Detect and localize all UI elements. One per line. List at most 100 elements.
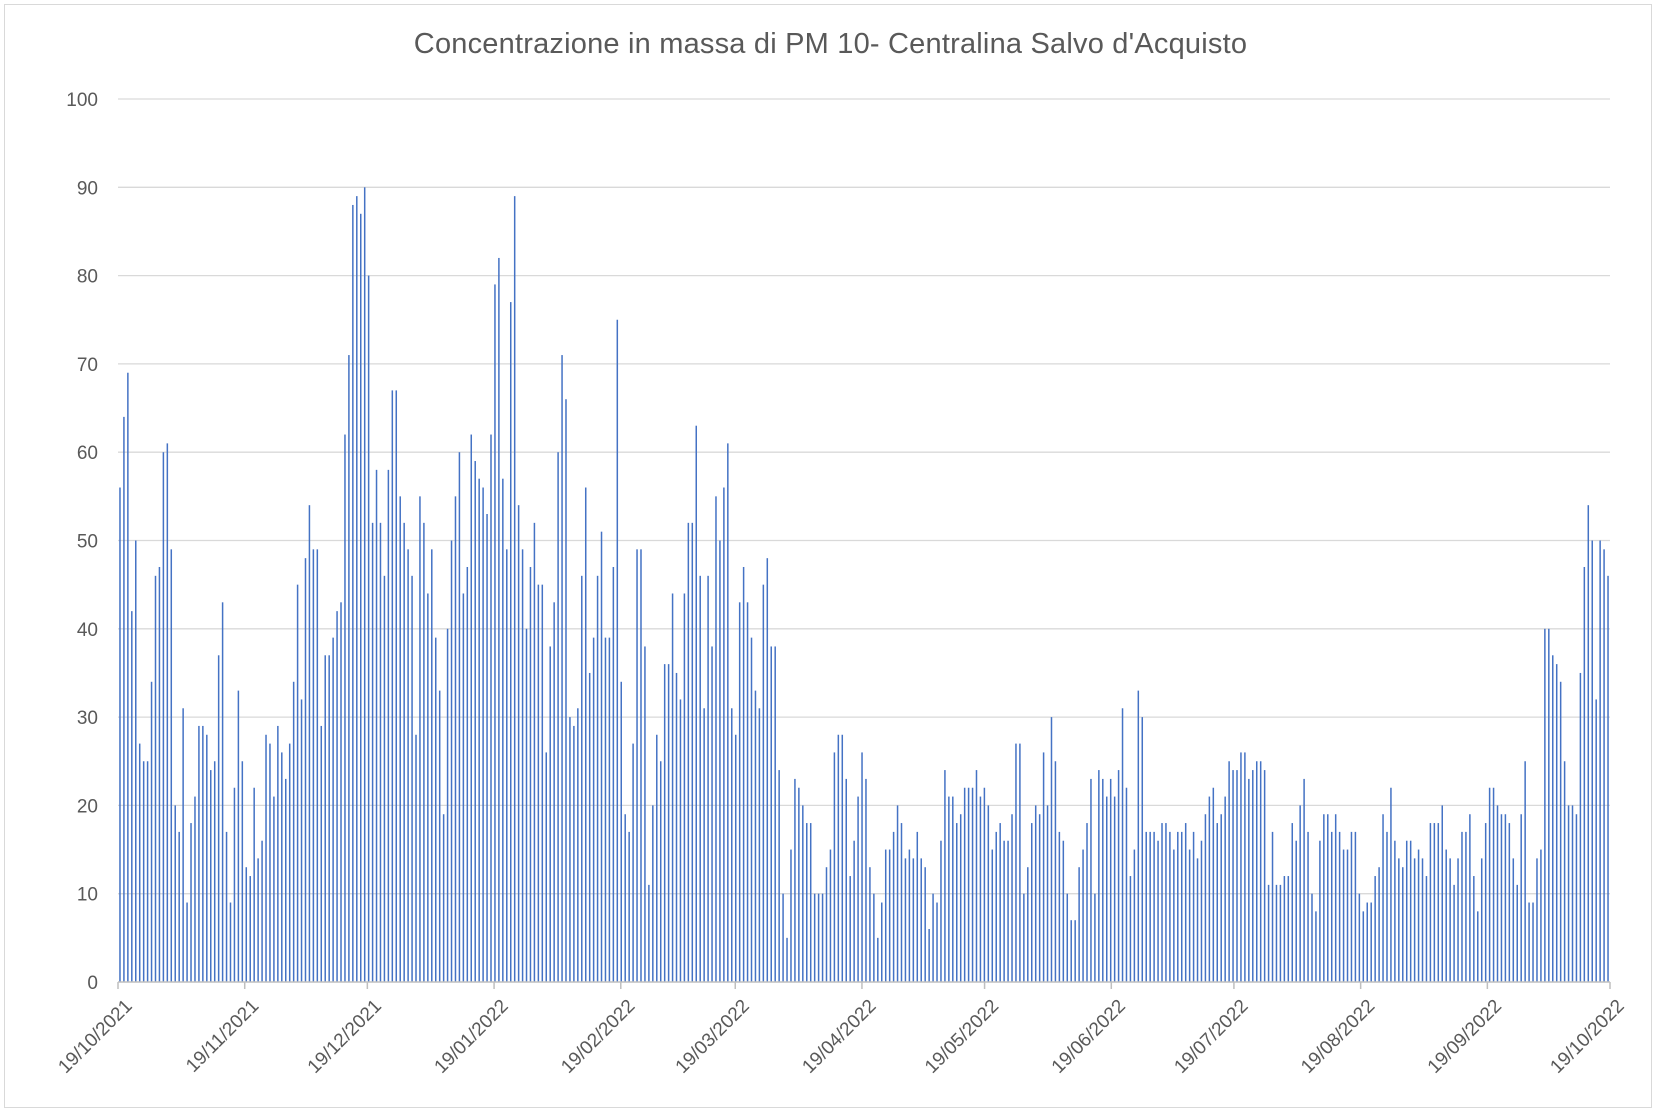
bar xyxy=(1177,831,1179,982)
bar xyxy=(1544,628,1546,982)
bar xyxy=(1362,911,1365,982)
bar xyxy=(217,655,220,982)
bar xyxy=(699,575,701,982)
bar xyxy=(1484,823,1487,982)
bar xyxy=(1480,858,1483,982)
y-tick-labels: 0 10 20 30 40 50 60 70 80 90 100 xyxy=(66,90,98,994)
bar xyxy=(1473,876,1475,982)
bars xyxy=(119,187,1609,983)
bar xyxy=(395,390,398,982)
bar xyxy=(434,637,437,982)
bar xyxy=(537,584,540,982)
bar xyxy=(360,213,362,983)
bar xyxy=(604,637,607,982)
bar xyxy=(896,805,899,982)
bar xyxy=(1303,778,1305,982)
bar xyxy=(210,770,212,982)
bar xyxy=(1386,831,1388,982)
bar xyxy=(833,752,836,982)
bar xyxy=(1398,858,1400,982)
bar xyxy=(123,416,125,982)
bar xyxy=(975,770,978,982)
bar xyxy=(363,187,366,983)
bar xyxy=(711,646,713,982)
bar xyxy=(182,708,184,982)
bar xyxy=(632,743,634,982)
bar xyxy=(525,628,528,982)
bar xyxy=(356,196,358,982)
bar xyxy=(296,584,299,982)
bar xyxy=(1141,717,1144,982)
bar xyxy=(1267,884,1270,982)
bar xyxy=(798,787,800,982)
bar xyxy=(186,902,188,982)
bar xyxy=(249,876,251,982)
bar xyxy=(135,540,137,982)
bar xyxy=(213,761,216,982)
bar xyxy=(506,549,508,982)
bar xyxy=(549,646,551,982)
bar xyxy=(1532,902,1534,982)
bar xyxy=(727,443,729,982)
bar xyxy=(1173,849,1175,982)
bar xyxy=(427,593,429,982)
bar xyxy=(679,699,682,982)
bar xyxy=(1129,876,1132,982)
bar xyxy=(1603,549,1605,982)
chart-title: Concentrazione in massa di PM 10- Centra… xyxy=(413,28,1248,60)
bar xyxy=(821,893,824,982)
bar xyxy=(731,708,733,982)
bar xyxy=(1027,867,1029,982)
bar xyxy=(281,752,283,982)
bar xyxy=(403,522,405,982)
bar xyxy=(221,602,224,982)
bar xyxy=(1208,796,1211,982)
bar xyxy=(494,284,496,982)
bar xyxy=(845,778,847,982)
bar xyxy=(1555,664,1558,982)
bar xyxy=(687,522,690,982)
bar xyxy=(1366,902,1368,982)
bar xyxy=(1106,796,1108,982)
bar xyxy=(825,867,828,982)
bar xyxy=(288,743,291,982)
bar xyxy=(1354,831,1357,982)
bar xyxy=(628,831,630,982)
bar xyxy=(584,487,587,982)
bar xyxy=(900,823,903,982)
bar xyxy=(1216,823,1219,982)
bar xyxy=(616,319,619,982)
bar xyxy=(1212,787,1215,982)
y-tick-label: 10 xyxy=(77,885,98,906)
bar xyxy=(1058,831,1061,982)
bar xyxy=(940,840,942,982)
bar xyxy=(884,849,887,982)
bar xyxy=(119,487,121,982)
bar xyxy=(1259,761,1262,982)
bar xyxy=(1599,540,1601,982)
bar xyxy=(596,575,599,982)
bar xyxy=(853,840,855,982)
bar xyxy=(1094,893,1096,982)
bar xyxy=(513,196,516,982)
bar xyxy=(861,752,863,982)
bar xyxy=(754,690,757,982)
bar xyxy=(581,575,583,982)
x-tick-label: 19/05/2022 xyxy=(921,996,1003,1078)
bar xyxy=(1248,778,1250,982)
x-tick-label: 19/11/2021 xyxy=(182,996,263,1077)
bar xyxy=(174,805,176,982)
bar xyxy=(233,787,236,982)
x-tick-label: 19/08/2022 xyxy=(1297,996,1379,1078)
bar xyxy=(502,478,504,982)
bar xyxy=(379,522,382,982)
bar xyxy=(983,787,986,982)
bar xyxy=(600,531,603,982)
bar xyxy=(1591,540,1593,982)
bar xyxy=(1062,840,1065,982)
bar xyxy=(517,505,520,982)
bar xyxy=(1232,770,1234,982)
bar xyxy=(1334,814,1337,982)
bar xyxy=(663,664,666,982)
bar xyxy=(979,796,982,982)
